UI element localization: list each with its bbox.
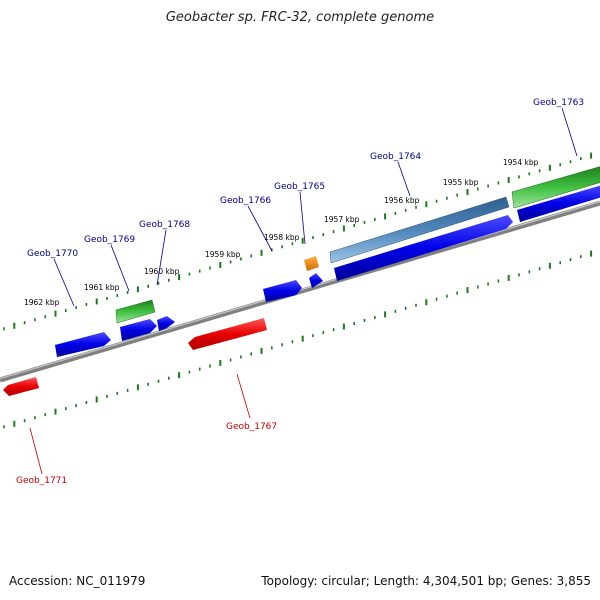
forward-features	[55, 166, 600, 357]
feature-geob-1771	[3, 377, 39, 396]
feature-geob-1763-rna	[511, 166, 600, 209]
gene-label[interactable]: Geob_1766	[220, 196, 271, 206]
gene-label-leader	[561, 107, 578, 157]
feature-geob-1770	[55, 332, 111, 357]
gene-label-leader	[156, 229, 167, 286]
kbp-labels: 1954 kbp 1955 kbp 1956 kbp 1957 kbp 1958 kbp…	[24, 158, 539, 307]
kbp-label: 1954 kbp	[503, 158, 539, 167]
gene-label[interactable]: Geob_1763	[533, 98, 584, 108]
feature-geob-1769-cds	[120, 319, 157, 341]
feature-geob-1765	[304, 256, 319, 271]
kbp-label: 1960 kbp	[144, 267, 180, 276]
kbp-label: 1957 kbp	[324, 215, 360, 224]
kbp-label: 1955 kbp	[443, 178, 479, 187]
gene-label[interactable]: Geob_1765	[274, 182, 325, 192]
gene-label-leader	[397, 161, 411, 197]
feature-geob-1766	[263, 280, 302, 302]
feature-geob-1767	[188, 318, 267, 350]
kbp-label: 1962 kbp	[24, 298, 60, 307]
kbp-label: 1958 kbp	[264, 233, 300, 242]
accession-text: Accession: NC_011979	[9, 574, 146, 588]
feature-geob-1764-highlight	[329, 196, 510, 264]
upper-scale-ticks	[3, 152, 593, 331]
kbp-label: 1959 kbp	[205, 250, 241, 259]
gene-label-leader	[29, 427, 43, 475]
gene-label[interactable]: Geob_1769	[84, 235, 135, 245]
gene-label-leader	[299, 191, 306, 245]
gene-label-leader	[110, 244, 130, 292]
genome-backbone	[0, 200, 600, 383]
topology-text: Topology: circular; Length: 4,304,501 bp…	[261, 574, 591, 588]
kbp-label: 1956 kbp	[384, 196, 420, 205]
feature-geob-1764-cds	[334, 215, 513, 281]
feature-geob-1763-cds	[517, 185, 600, 222]
gene-label-leader	[53, 258, 75, 307]
feature-small-cds	[309, 273, 323, 288]
reverse-features	[3, 318, 267, 396]
gene-label[interactable]: Geob_1764	[370, 152, 421, 162]
map-title: Geobacter sp. FRC-32, complete genome	[165, 10, 435, 25]
gene-label-leader	[247, 205, 273, 252]
gene-label[interactable]: Geob_1767	[226, 422, 277, 432]
gene-label-leader	[236, 373, 251, 419]
gene-label[interactable]: Geob_1768	[139, 220, 190, 230]
gene-label[interactable]: Geob_1771	[16, 476, 67, 486]
kbp-label: 1961 kbp	[84, 283, 120, 292]
feature-geob-1769-rna	[115, 299, 156, 324]
feature-geob-1768	[157, 316, 175, 331]
gene-label[interactable]: Geob_1770	[27, 249, 78, 259]
lower-scale-ticks	[3, 250, 593, 429]
